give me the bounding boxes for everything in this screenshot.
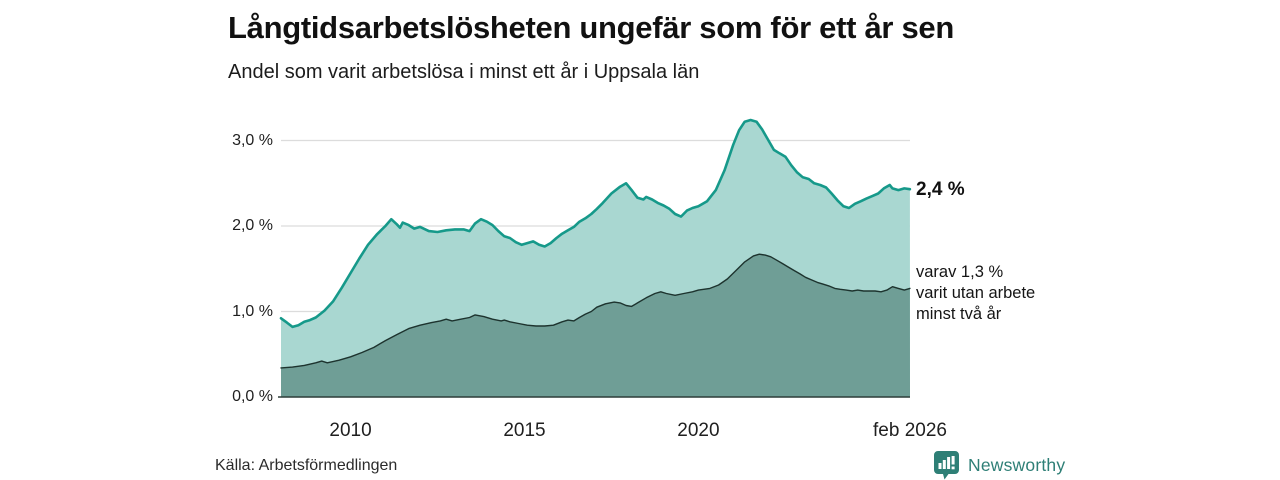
y-axis-tick-label: 3,0 %	[232, 131, 273, 149]
newsworthy-logo: Newsworthy	[933, 450, 1065, 480]
area-total-at-least-one-year	[281, 120, 910, 397]
y-axis-tick-label: 2,0 %	[232, 217, 273, 234]
series-note: varav 1,3 % varit utan arbete minst två …	[916, 262, 1086, 325]
series-note-line-3: minst två år	[916, 305, 1002, 323]
line-total-at-least-one-year	[279, 118, 912, 329]
series-note-line-1: varav 1,3 %	[916, 263, 1004, 281]
y-axis-tick-label: 1,0 %	[232, 302, 273, 320]
x-axis-tick-label: 2015	[503, 420, 546, 441]
newsworthy-logo-icon	[934, 451, 959, 480]
end-value-label: 2,4 %	[916, 179, 965, 200]
x-axis-tick-label: 2020	[677, 420, 720, 441]
page-title: Långtidsarbetslösheten ungefär som för e…	[228, 10, 955, 45]
line-two-years-or-more	[280, 253, 911, 369]
source-attribution: Källa: Arbetsförmedlingen	[215, 457, 398, 474]
x-axis-tick-label: 2010	[329, 420, 372, 441]
x-axis-tick-label: feb 2026	[873, 420, 947, 441]
area-two-years-or-more	[281, 254, 910, 397]
page-subtitle: Andel som varit arbetslösa i minst ett å…	[228, 61, 700, 83]
series-note-line-2: varit utan arbete	[916, 284, 1036, 302]
y-axis-tick-label: 0,0 %	[232, 388, 273, 405]
newsworthy-wordmark: Newsworthy	[968, 454, 1066, 475]
